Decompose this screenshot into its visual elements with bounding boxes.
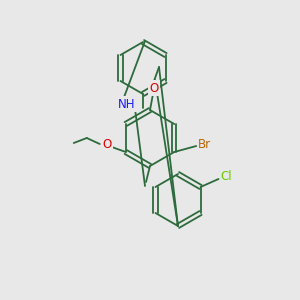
Text: Br: Br [198, 139, 211, 152]
Text: Cl: Cl [221, 170, 232, 184]
Text: NH: NH [118, 98, 136, 110]
Text: O: O [149, 82, 159, 94]
Text: O: O [102, 137, 111, 151]
